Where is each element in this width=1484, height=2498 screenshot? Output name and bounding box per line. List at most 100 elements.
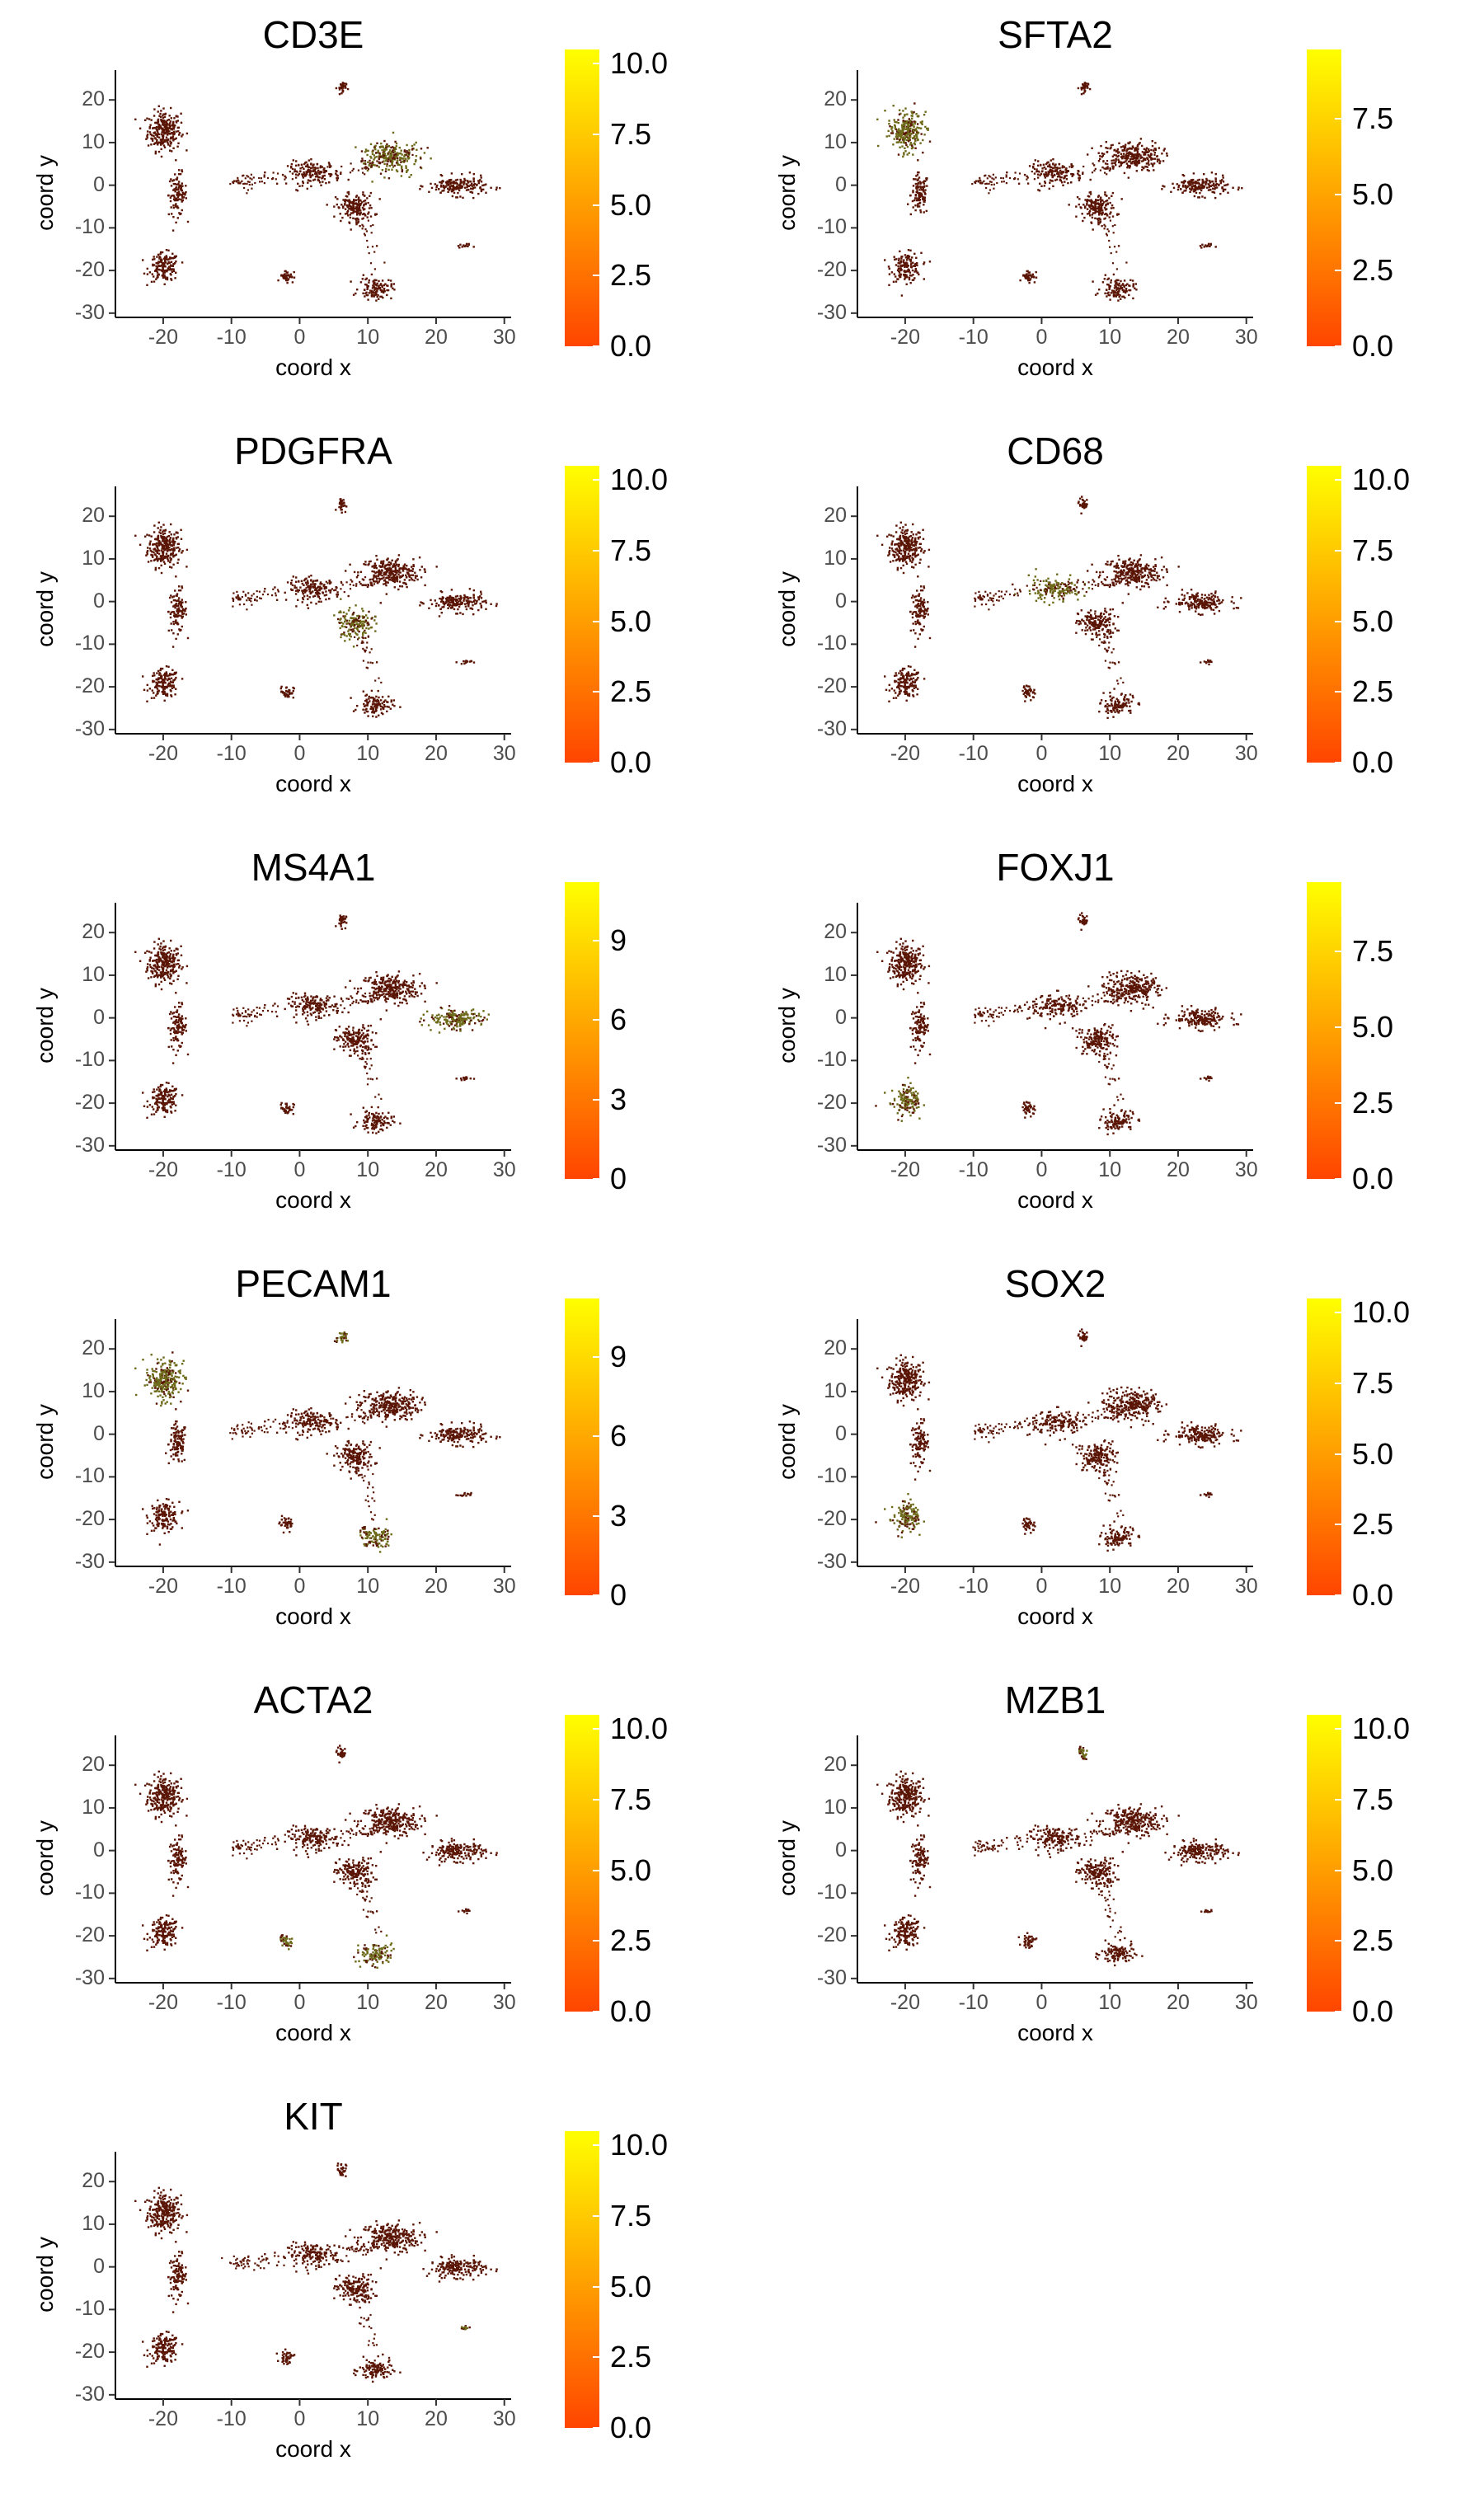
data-point — [1117, 299, 1119, 301]
data-point — [369, 651, 371, 653]
data-point — [152, 259, 153, 261]
data-point — [164, 537, 166, 538]
data-point — [175, 261, 176, 262]
data-point — [287, 695, 289, 697]
data-point — [481, 190, 482, 192]
data-point — [361, 150, 363, 152]
data-point — [455, 179, 457, 181]
data-point — [395, 566, 397, 568]
data-point — [1195, 190, 1196, 191]
data-point — [172, 564, 174, 566]
data-point — [346, 195, 348, 197]
data-point — [401, 166, 402, 167]
data-point — [373, 295, 375, 297]
data-point — [328, 163, 330, 165]
data-point — [1104, 228, 1106, 229]
data-point — [314, 584, 316, 585]
data-point — [152, 543, 153, 545]
data-point — [373, 571, 375, 572]
data-point — [292, 168, 294, 170]
data-point — [368, 623, 369, 625]
data-point — [372, 151, 373, 153]
data-point — [474, 603, 476, 604]
data-point — [339, 88, 340, 90]
data-point — [385, 168, 387, 170]
data-point — [1112, 156, 1114, 157]
data-point — [911, 111, 913, 113]
data-point — [345, 199, 346, 200]
data-point — [1137, 148, 1139, 149]
data-point — [466, 608, 467, 610]
data-point — [1068, 204, 1070, 205]
data-point — [923, 186, 925, 188]
data-point — [367, 667, 369, 669]
data-point — [153, 135, 154, 137]
data-point — [876, 119, 878, 120]
data-point — [151, 281, 153, 283]
data-point — [402, 161, 403, 162]
data-point — [402, 585, 403, 587]
data-point — [910, 142, 912, 143]
data-point — [481, 181, 482, 182]
data-point — [1090, 179, 1092, 181]
data-point — [372, 246, 373, 247]
data-point — [902, 156, 904, 157]
data-point — [158, 553, 160, 555]
data-point — [1192, 181, 1194, 183]
data-point — [1059, 179, 1061, 181]
data-point — [463, 181, 465, 182]
data-point — [382, 702, 383, 704]
data-point — [462, 613, 463, 615]
data-point — [459, 179, 461, 181]
data-point — [264, 590, 265, 592]
data-point — [155, 153, 157, 154]
data-point — [1161, 188, 1162, 190]
data-point — [370, 262, 372, 264]
data-point — [366, 641, 368, 643]
data-point — [340, 166, 342, 167]
data-point — [284, 179, 285, 181]
data-point — [1039, 171, 1040, 173]
data-point — [153, 275, 154, 277]
data-point — [453, 181, 455, 182]
data-point — [343, 82, 345, 84]
data-point — [187, 637, 189, 639]
data-point — [384, 149, 386, 151]
data-point — [308, 585, 309, 587]
y-tick-label: 0 — [54, 173, 105, 197]
data-point — [411, 154, 413, 156]
data-point — [253, 176, 255, 178]
data-point — [367, 150, 369, 152]
data-point — [991, 181, 993, 183]
data-point — [904, 278, 905, 279]
data-point — [416, 155, 417, 157]
data-point — [470, 181, 472, 182]
data-point — [374, 157, 376, 158]
data-point — [902, 137, 904, 139]
data-point — [163, 270, 165, 272]
data-point — [387, 169, 389, 171]
data-point — [409, 579, 411, 580]
data-point — [152, 138, 153, 139]
data-point — [158, 151, 160, 153]
data-point — [1034, 281, 1036, 283]
data-point — [169, 115, 171, 116]
data-point — [378, 702, 379, 704]
data-point — [341, 512, 343, 514]
data-point — [909, 195, 911, 196]
data-point — [899, 114, 900, 115]
data-point — [176, 130, 177, 132]
data-point — [915, 183, 917, 185]
data-point — [310, 163, 312, 165]
data-point — [470, 188, 472, 190]
data-point — [1082, 87, 1083, 88]
data-point — [147, 130, 148, 132]
data-point — [369, 579, 371, 580]
data-point — [361, 608, 363, 609]
data-point — [1203, 181, 1205, 183]
data-point — [446, 182, 448, 184]
data-point — [358, 170, 359, 171]
data-point — [164, 548, 166, 550]
data-point — [320, 581, 322, 583]
data-point — [369, 207, 370, 209]
